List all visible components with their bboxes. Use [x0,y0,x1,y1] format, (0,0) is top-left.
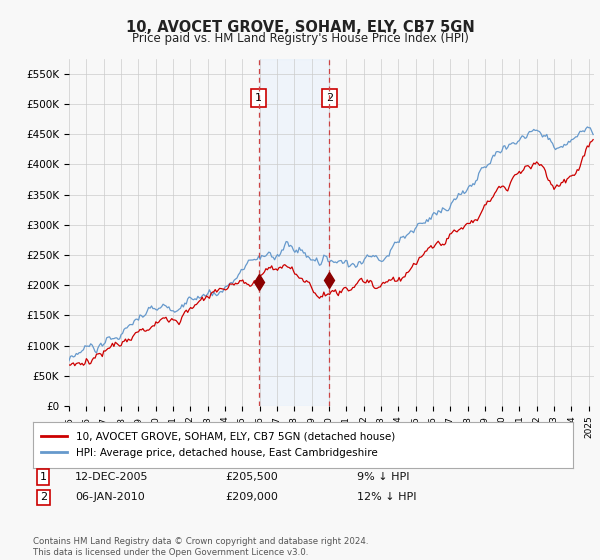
Text: 1: 1 [255,93,262,103]
Text: Contains HM Land Registry data © Crown copyright and database right 2024.
This d: Contains HM Land Registry data © Crown c… [33,537,368,557]
Text: 12-DEC-2005: 12-DEC-2005 [75,472,149,482]
Text: Price paid vs. HM Land Registry's House Price Index (HPI): Price paid vs. HM Land Registry's House … [131,32,469,45]
Bar [259,59,329,406]
Text: 9% ↓ HPI: 9% ↓ HPI [357,472,409,482]
Text: 2: 2 [40,492,47,502]
Text: £205,500: £205,500 [225,472,278,482]
Text: 12% ↓ HPI: 12% ↓ HPI [357,492,416,502]
Text: 1: 1 [40,472,47,482]
Text: 10, AVOCET GROVE, SOHAM, ELY, CB7 5GN: 10, AVOCET GROVE, SOHAM, ELY, CB7 5GN [125,20,475,35]
Text: £209,000: £209,000 [225,492,278,502]
Text: 2: 2 [326,93,333,103]
Legend: 10, AVOCET GROVE, SOHAM, ELY, CB7 5GN (detached house), HPI: Average price, deta: 10, AVOCET GROVE, SOHAM, ELY, CB7 5GN (d… [37,427,399,462]
Text: 06-JAN-2010: 06-JAN-2010 [75,492,145,502]
